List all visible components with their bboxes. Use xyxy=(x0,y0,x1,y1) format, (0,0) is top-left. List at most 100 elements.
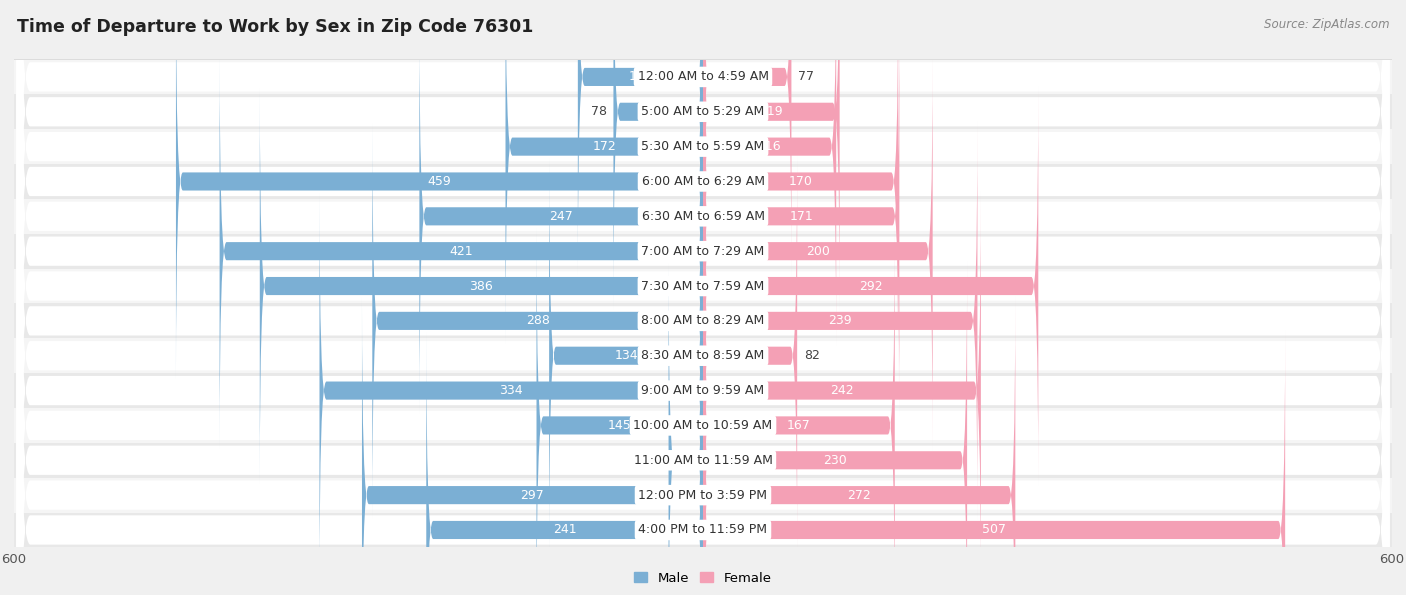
Legend: Male, Female: Male, Female xyxy=(634,572,772,585)
Text: 288: 288 xyxy=(526,314,550,327)
Text: 82: 82 xyxy=(804,349,820,362)
Bar xyxy=(14,512,1392,547)
Bar xyxy=(14,408,1392,443)
FancyBboxPatch shape xyxy=(17,0,1389,515)
Bar xyxy=(14,234,1392,268)
Text: 334: 334 xyxy=(499,384,523,397)
Text: 7:00 AM to 7:29 AM: 7:00 AM to 7:29 AM xyxy=(641,245,765,258)
Text: 386: 386 xyxy=(470,280,494,293)
Text: 11:00 AM to 11:59 AM: 11:00 AM to 11:59 AM xyxy=(634,454,772,466)
Bar xyxy=(14,443,1392,478)
FancyBboxPatch shape xyxy=(419,16,703,416)
FancyBboxPatch shape xyxy=(14,0,1392,595)
FancyBboxPatch shape xyxy=(578,0,703,277)
FancyBboxPatch shape xyxy=(14,0,1392,583)
Bar xyxy=(14,60,1392,95)
Bar xyxy=(14,95,1392,129)
Text: 5:00 AM to 5:29 AM: 5:00 AM to 5:29 AM xyxy=(641,105,765,118)
FancyBboxPatch shape xyxy=(703,156,797,556)
Text: 4:00 PM to 11:59 PM: 4:00 PM to 11:59 PM xyxy=(638,524,768,537)
FancyBboxPatch shape xyxy=(17,57,1389,595)
FancyBboxPatch shape xyxy=(703,0,837,347)
Bar xyxy=(14,478,1392,512)
FancyBboxPatch shape xyxy=(703,51,932,451)
FancyBboxPatch shape xyxy=(703,295,1015,595)
Text: 6:30 AM to 6:59 AM: 6:30 AM to 6:59 AM xyxy=(641,210,765,223)
Bar xyxy=(14,164,1392,199)
Bar xyxy=(14,339,1392,373)
FancyBboxPatch shape xyxy=(17,22,1389,595)
FancyBboxPatch shape xyxy=(14,24,1392,595)
Text: 8:00 AM to 8:29 AM: 8:00 AM to 8:29 AM xyxy=(641,314,765,327)
FancyBboxPatch shape xyxy=(537,226,703,595)
Text: 77: 77 xyxy=(799,70,814,83)
FancyBboxPatch shape xyxy=(14,0,1392,595)
FancyBboxPatch shape xyxy=(361,295,703,595)
Text: 297: 297 xyxy=(520,488,544,502)
Text: 12:00 AM to 4:59 AM: 12:00 AM to 4:59 AM xyxy=(637,70,769,83)
FancyBboxPatch shape xyxy=(14,0,1392,595)
FancyBboxPatch shape xyxy=(14,59,1392,595)
FancyBboxPatch shape xyxy=(17,0,1389,595)
FancyBboxPatch shape xyxy=(17,0,1389,595)
Text: 172: 172 xyxy=(592,140,616,153)
Bar xyxy=(14,303,1392,339)
FancyBboxPatch shape xyxy=(17,0,1389,550)
FancyBboxPatch shape xyxy=(669,260,703,595)
FancyBboxPatch shape xyxy=(703,0,792,277)
FancyBboxPatch shape xyxy=(506,0,703,347)
FancyBboxPatch shape xyxy=(17,0,1389,595)
FancyBboxPatch shape xyxy=(17,92,1389,595)
FancyBboxPatch shape xyxy=(703,0,898,381)
Text: 8:30 AM to 8:59 AM: 8:30 AM to 8:59 AM xyxy=(641,349,765,362)
Text: 145: 145 xyxy=(607,419,631,432)
Text: 116: 116 xyxy=(758,140,782,153)
Text: 119: 119 xyxy=(759,105,783,118)
Text: 109: 109 xyxy=(628,70,652,83)
FancyBboxPatch shape xyxy=(17,126,1389,595)
Text: 167: 167 xyxy=(787,419,811,432)
Text: 78: 78 xyxy=(591,105,606,118)
FancyBboxPatch shape xyxy=(703,330,1285,595)
FancyBboxPatch shape xyxy=(703,226,894,595)
FancyBboxPatch shape xyxy=(260,86,703,486)
FancyBboxPatch shape xyxy=(14,0,1392,595)
Text: 241: 241 xyxy=(553,524,576,537)
Text: 171: 171 xyxy=(789,210,813,223)
Text: 30: 30 xyxy=(645,454,662,466)
FancyBboxPatch shape xyxy=(703,16,900,416)
FancyBboxPatch shape xyxy=(17,0,1389,595)
FancyBboxPatch shape xyxy=(703,121,977,521)
FancyBboxPatch shape xyxy=(703,190,981,591)
FancyBboxPatch shape xyxy=(703,260,967,595)
FancyBboxPatch shape xyxy=(703,0,839,312)
FancyBboxPatch shape xyxy=(613,0,703,312)
Text: 507: 507 xyxy=(981,524,1007,537)
FancyBboxPatch shape xyxy=(550,156,703,556)
Text: 242: 242 xyxy=(830,384,853,397)
FancyBboxPatch shape xyxy=(17,0,1389,595)
Text: 292: 292 xyxy=(859,280,883,293)
Bar xyxy=(14,373,1392,408)
Text: 247: 247 xyxy=(550,210,574,223)
FancyBboxPatch shape xyxy=(14,0,1392,595)
Text: 7:30 AM to 7:59 AM: 7:30 AM to 7:59 AM xyxy=(641,280,765,293)
FancyBboxPatch shape xyxy=(14,0,1392,595)
FancyBboxPatch shape xyxy=(14,0,1392,595)
FancyBboxPatch shape xyxy=(17,0,1389,585)
FancyBboxPatch shape xyxy=(426,330,703,595)
Text: 200: 200 xyxy=(806,245,830,258)
Text: 10:00 AM to 10:59 AM: 10:00 AM to 10:59 AM xyxy=(634,419,772,432)
FancyBboxPatch shape xyxy=(14,0,1392,595)
Text: 6:00 AM to 6:29 AM: 6:00 AM to 6:29 AM xyxy=(641,175,765,188)
Text: 230: 230 xyxy=(823,454,846,466)
Bar xyxy=(14,199,1392,234)
Text: 134: 134 xyxy=(614,349,638,362)
FancyBboxPatch shape xyxy=(14,0,1392,595)
Bar xyxy=(14,129,1392,164)
FancyBboxPatch shape xyxy=(176,0,703,381)
Text: 421: 421 xyxy=(450,245,472,258)
Text: Source: ZipAtlas.com: Source: ZipAtlas.com xyxy=(1264,18,1389,31)
FancyBboxPatch shape xyxy=(373,121,703,521)
Text: 12:00 PM to 3:59 PM: 12:00 PM to 3:59 PM xyxy=(638,488,768,502)
